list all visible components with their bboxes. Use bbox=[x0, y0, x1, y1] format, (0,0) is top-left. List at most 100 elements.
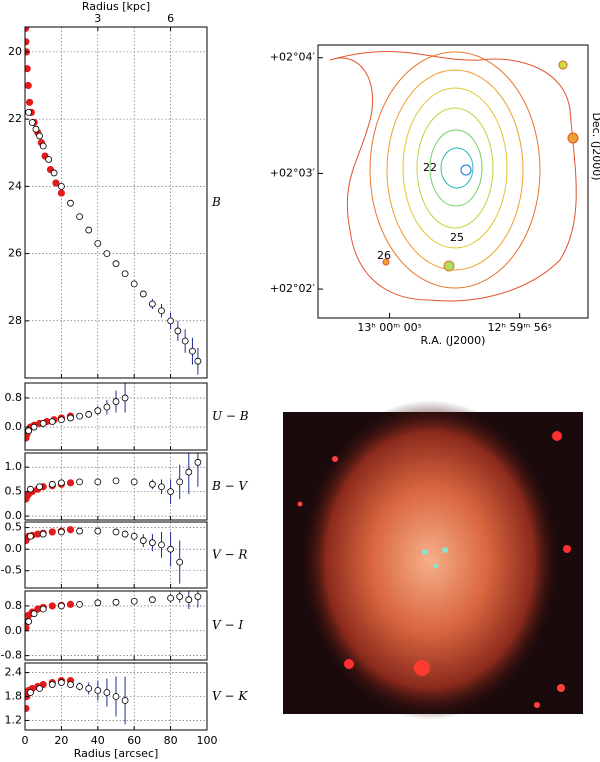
panel-label: U − B bbox=[212, 409, 249, 423]
data-point bbox=[48, 602, 56, 610]
panel-label: V − R bbox=[212, 548, 247, 562]
y-tick-label: 26 bbox=[8, 247, 22, 260]
x-tick-label: 60 bbox=[127, 734, 141, 747]
data-point bbox=[45, 156, 53, 163]
data-point bbox=[94, 599, 102, 607]
panel-label: B bbox=[211, 195, 221, 209]
data-point bbox=[39, 530, 47, 538]
data-point bbox=[66, 479, 75, 487]
map-frame bbox=[317, 44, 589, 319]
data-point bbox=[167, 488, 175, 496]
y-tick-label: -0.5 bbox=[1, 564, 22, 577]
plot-area bbox=[25, 453, 207, 520]
data-point bbox=[85, 226, 93, 234]
data-point bbox=[167, 317, 175, 325]
data-point bbox=[185, 596, 193, 604]
data-point bbox=[174, 327, 182, 335]
data-point bbox=[76, 683, 83, 690]
data-point bbox=[58, 479, 65, 487]
data-point bbox=[121, 530, 129, 538]
data-point bbox=[130, 280, 138, 288]
y-tick-label: 22 bbox=[8, 112, 22, 125]
data-point bbox=[27, 485, 34, 493]
data-point bbox=[39, 142, 47, 150]
contour bbox=[386, 69, 524, 271]
y-tick-label: 0.0 bbox=[5, 509, 23, 522]
x2-axis-label: Radius [kpc] bbox=[82, 0, 150, 13]
y-tick-label: 0.0 bbox=[5, 420, 23, 433]
plot-area bbox=[25, 383, 207, 450]
data-point bbox=[25, 427, 33, 435]
panel-frame bbox=[24, 26, 208, 379]
star bbox=[563, 545, 571, 553]
y-tick-label: +02°04′ bbox=[270, 51, 316, 64]
contour bbox=[382, 258, 390, 266]
contour-map: 22 25 26 bbox=[317, 44, 589, 319]
data-point bbox=[103, 250, 111, 258]
panel-frame bbox=[24, 452, 208, 521]
data-point bbox=[148, 300, 156, 308]
data-point bbox=[58, 602, 65, 610]
y-tick-label: 28 bbox=[8, 314, 22, 327]
data-point bbox=[36, 483, 43, 491]
data-point bbox=[94, 407, 102, 415]
star bbox=[433, 563, 439, 569]
data-point bbox=[25, 624, 30, 632]
contour bbox=[558, 60, 568, 70]
plot-area bbox=[25, 27, 207, 378]
x-axis-label: R.A. (J2000) bbox=[421, 334, 486, 347]
data-point bbox=[66, 600, 75, 608]
data-point bbox=[103, 689, 111, 696]
data-point bbox=[112, 398, 120, 405]
x-tick-label: 80 bbox=[164, 734, 178, 747]
data-point bbox=[48, 528, 56, 536]
x-tick-label: 13ʰ 00ᵐ 00ˢ bbox=[357, 321, 421, 334]
data-point bbox=[158, 483, 165, 491]
contour bbox=[443, 260, 455, 272]
data-point bbox=[158, 541, 165, 549]
y-tick-label: 24 bbox=[8, 179, 22, 192]
y-tick-label: 0.5 bbox=[5, 485, 23, 498]
data-point bbox=[121, 394, 129, 402]
data-point bbox=[25, 81, 32, 90]
y-tick-label: 1.8 bbox=[5, 690, 23, 703]
data-point bbox=[39, 420, 47, 427]
data-point bbox=[25, 65, 31, 73]
data-point bbox=[189, 347, 196, 355]
data-point bbox=[76, 527, 83, 535]
star bbox=[557, 684, 565, 692]
data-point bbox=[121, 270, 129, 278]
data-point bbox=[176, 478, 184, 486]
panel-frame bbox=[24, 382, 208, 451]
data-point bbox=[48, 418, 56, 425]
data-point bbox=[67, 199, 74, 207]
contour bbox=[460, 164, 472, 176]
star bbox=[534, 702, 540, 708]
galaxy bbox=[300, 400, 560, 720]
x-tick-label: 100 bbox=[197, 734, 218, 747]
y-tick-label: 2.4 bbox=[5, 666, 23, 679]
data-point bbox=[194, 458, 202, 466]
data-point bbox=[25, 108, 33, 116]
data-point bbox=[25, 98, 34, 106]
plot-area bbox=[25, 663, 207, 730]
data-point bbox=[130, 597, 138, 605]
data-point bbox=[48, 480, 56, 488]
data-point bbox=[27, 689, 34, 696]
data-point bbox=[167, 545, 175, 553]
data-point bbox=[76, 600, 83, 608]
data-point bbox=[148, 596, 156, 604]
data-point bbox=[139, 537, 147, 544]
data-point bbox=[76, 412, 83, 420]
x-tick-label: 40 bbox=[91, 734, 105, 747]
panel-label: B − V bbox=[211, 479, 249, 493]
data-point bbox=[112, 693, 120, 700]
data-point bbox=[112, 260, 120, 268]
y-tick-label: -0.8 bbox=[1, 649, 22, 662]
data-point bbox=[27, 532, 34, 540]
x-tick-label: 20 bbox=[54, 734, 68, 747]
contour bbox=[369, 51, 541, 289]
data-point bbox=[58, 528, 65, 536]
data-point bbox=[30, 610, 38, 618]
